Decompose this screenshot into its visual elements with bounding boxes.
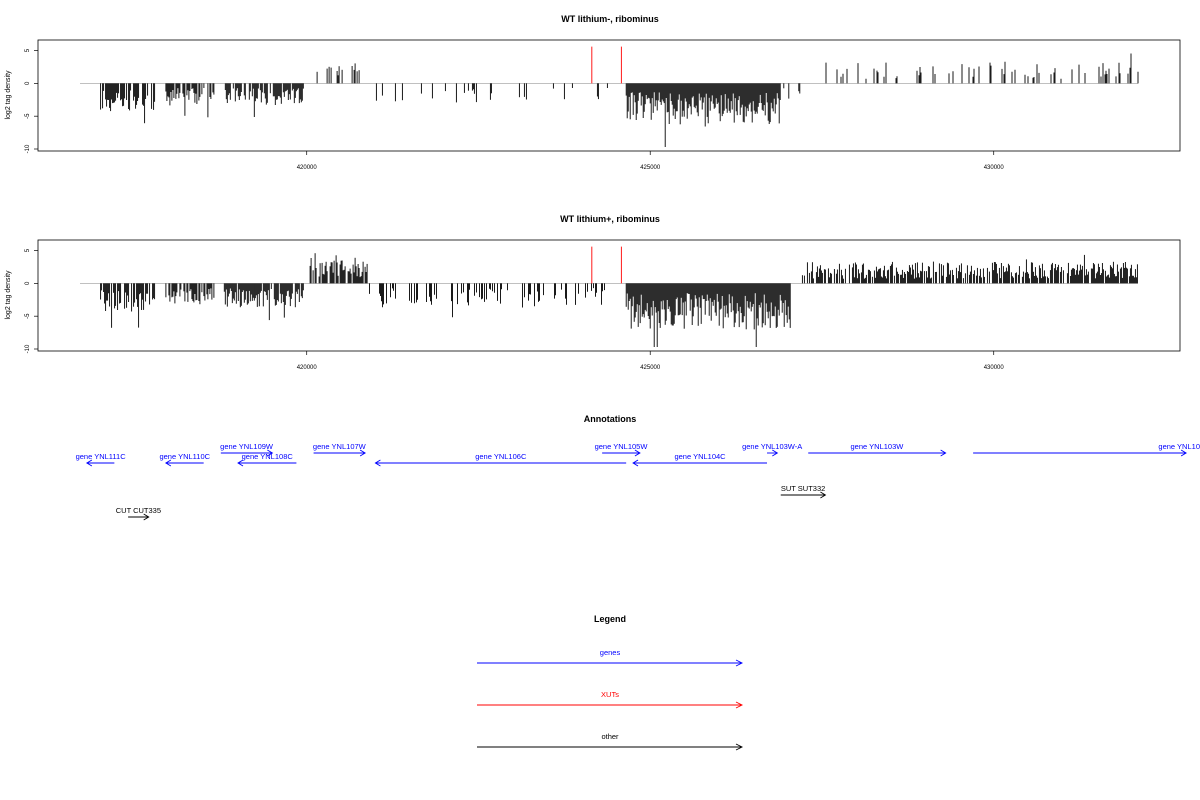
feature-label: gene YNL103W xyxy=(851,442,905,451)
feature-label: gene YNL104C xyxy=(674,452,726,461)
legend-title: Legend xyxy=(594,614,626,624)
feature-label: gene YNL10 xyxy=(1158,442,1200,451)
legend-arrowhead xyxy=(735,701,744,709)
feature-arrowhead xyxy=(632,459,639,467)
y-tick-label: 0 xyxy=(25,281,31,285)
panel1-x-axis: 420000 425000 430000 xyxy=(297,151,1005,171)
feature-label: gene YNL103W-A xyxy=(742,442,802,451)
panel1-y-axis: -10 -5 0 5 xyxy=(25,48,38,153)
panel1-ylabel: log2 tag density xyxy=(5,70,12,120)
y-tick-label: 0 xyxy=(25,81,31,85)
y-tick-label: -5 xyxy=(25,313,31,319)
feature-arrowhead xyxy=(237,459,244,467)
panel2-y-axis: -10 -5 0 5 xyxy=(25,248,38,353)
feature-arrowhead xyxy=(820,491,827,499)
feature-arrowhead xyxy=(359,449,366,457)
legend-items: genes XUTs other xyxy=(477,648,744,751)
x-tick-label: 420000 xyxy=(297,365,318,371)
panel1-bars xyxy=(80,46,1139,147)
panel2-title: WT lithium+, ribominus xyxy=(560,214,660,224)
legend-arrowhead xyxy=(735,743,744,751)
x-tick-label: 430000 xyxy=(984,165,1005,171)
feature-label: gene YNL111C xyxy=(76,452,127,461)
annotations-track: Annotations gene YNL111C gene YNL110C gene… xyxy=(76,414,1200,521)
panel1-frame xyxy=(37,39,1181,152)
feature-label: SUT SUT332 xyxy=(781,484,825,493)
legend: Legend genes XUTs other xyxy=(477,614,744,751)
panel2-ylabel: log2 tag density xyxy=(5,270,12,320)
legend-label: XUTs xyxy=(601,690,619,699)
feature-arrowhead xyxy=(634,449,641,457)
feature-arrowhead xyxy=(165,459,172,467)
y-tick-label: -10 xyxy=(25,344,31,353)
feature-label: gene YNL106C xyxy=(475,452,527,461)
x-tick-label: 425000 xyxy=(640,365,661,371)
feature-arrowhead xyxy=(940,449,947,457)
feature-label: gene YNL107W xyxy=(313,442,367,451)
legend-label: genes xyxy=(600,648,621,657)
panel2-frame xyxy=(37,239,1181,352)
feature-arrowhead xyxy=(374,459,381,467)
feature-label: gene YNL108C xyxy=(242,452,294,461)
legend-arrowhead xyxy=(735,659,744,667)
feature-label: gene YNL105W xyxy=(595,442,649,451)
feature-arrowhead xyxy=(1180,449,1187,457)
y-tick-label: -5 xyxy=(25,113,31,119)
feature-label: CUT CUT335 xyxy=(116,506,161,515)
feature-label: gene YNL109W xyxy=(220,442,274,451)
panel1-title: WT lithium-, ribominus xyxy=(561,14,659,24)
panel-lithium-plus: WT lithium+, ribominus log2 tag density … xyxy=(5,214,1181,371)
x-tick-label: 420000 xyxy=(297,165,318,171)
feature-arrowhead xyxy=(85,459,93,467)
annotations-title: Annotations xyxy=(584,414,637,424)
panel-lithium-minus: WT lithium-, ribominus log2 tag density … xyxy=(5,14,1181,171)
x-tick-label: 425000 xyxy=(640,165,661,171)
y-tick-label: 5 xyxy=(25,248,31,252)
panel2-x-axis: 420000 425000 430000 xyxy=(297,351,1005,371)
feature-arrowhead xyxy=(267,449,274,457)
feature-arrowhead xyxy=(772,449,779,457)
y-tick-label: -10 xyxy=(25,144,31,153)
panel2-bars xyxy=(80,246,1138,347)
feature-arrowhead xyxy=(143,513,150,521)
legend-label: other xyxy=(601,732,619,741)
y-tick-label: 5 xyxy=(25,48,31,52)
feature-label: gene YNL110C xyxy=(159,452,210,461)
x-tick-label: 430000 xyxy=(984,365,1005,371)
